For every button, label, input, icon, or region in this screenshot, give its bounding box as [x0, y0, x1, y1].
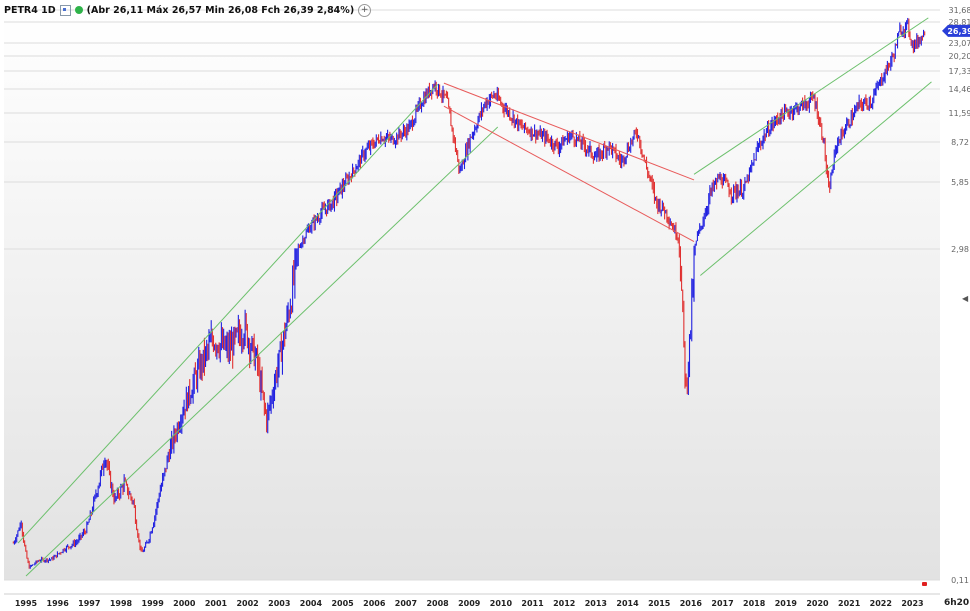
x-tick-label: 2015 — [648, 599, 671, 608]
x-tick-label: 1997 — [78, 599, 100, 608]
settings-icon[interactable] — [59, 4, 71, 16]
y-tick-label: 11,59 — [949, 109, 970, 118]
collapse-panel-icon[interactable]: ◀ — [962, 294, 969, 303]
last-price-tag — [942, 24, 970, 37]
y-tick-label: 5,85 — [951, 178, 969, 187]
trend-channel-line[interactable] — [443, 105, 695, 242]
x-tick-label: 2018 — [743, 599, 766, 608]
market-status-icon — [74, 6, 83, 14]
x-tick-label: 2006 — [363, 599, 386, 608]
chart-header: PETR4 1D (Abr 26,11 Máx 26,57 Min 26,08 … — [4, 2, 372, 18]
x-tick-label: 2008 — [426, 599, 449, 608]
x-tick-label: 2022 — [870, 599, 892, 608]
x-tick-label: 2014 — [616, 599, 639, 608]
x-tick-label: 2020 — [806, 599, 829, 608]
y-tick-label: 14,46 — [949, 85, 970, 94]
y-tick-label: 8,72 — [951, 138, 969, 147]
price-bars — [12, 17, 926, 569]
x-tick-label: 2016 — [680, 599, 703, 608]
plot-background — [4, 12, 940, 580]
x-tick-label: 1999 — [142, 599, 165, 608]
x-tick-label: 2017 — [711, 599, 733, 608]
x-tick-label: 2011 — [521, 599, 544, 608]
x-tick-label: 2009 — [458, 599, 481, 608]
x-tick-label: 1996 — [47, 599, 70, 608]
x-tick-label: 2004 — [300, 599, 323, 608]
alert-marker-icon[interactable] — [922, 582, 927, 586]
x-tick-label: 2003 — [268, 599, 290, 608]
y-tick-label: 17,33 — [949, 67, 970, 76]
trend-channel-line[interactable] — [693, 17, 929, 175]
y-tick-label: 2,98 — [951, 245, 969, 254]
x-tick-label: 2012 — [553, 599, 575, 608]
x-tick-label: 1998 — [110, 599, 133, 608]
x-tick-label: 2005 — [331, 599, 354, 608]
x-tick-label: 2000 — [173, 599, 196, 608]
y-tick-label: 28,81 — [949, 18, 970, 27]
x-tick-label: 2019 — [775, 599, 798, 608]
x-tick-label: 2013 — [585, 599, 607, 608]
add-indicator-button[interactable]: + — [358, 3, 372, 17]
y-tick-label: 31,68 — [949, 6, 970, 15]
trend-channel-line[interactable] — [700, 81, 932, 276]
x-tick-label: 2007 — [395, 599, 417, 608]
x-tick-label: 2010 — [490, 599, 513, 608]
ohlc-readout: (Abr 26,11 Máx 26,57 Min 26,08 Fch 26,39… — [86, 4, 355, 16]
x-tick-label: 2001 — [205, 599, 228, 608]
ticker-label[interactable]: PETR4 1D — [4, 4, 56, 16]
x-tick-label: 2023 — [901, 599, 923, 608]
x-tick-label: 1995 — [15, 599, 38, 608]
y-tick-label: 0,11 — [951, 576, 969, 585]
y-tick-label: 23,07 — [949, 39, 970, 48]
trend-channel-line[interactable] — [25, 126, 499, 577]
last-price-label: 26,39 — [947, 27, 970, 36]
x-tick-label: 2021 — [838, 599, 861, 608]
clock-readout: 6h20 — [944, 598, 970, 608]
x-tick-label: 2002 — [236, 599, 258, 608]
trend-channel-line[interactable] — [17, 84, 438, 544]
trend-channel-line[interactable] — [443, 82, 695, 181]
y-tick-label: 20,20 — [949, 52, 970, 61]
